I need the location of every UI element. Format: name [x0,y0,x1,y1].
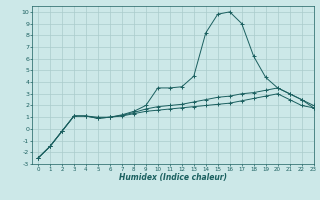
X-axis label: Humidex (Indice chaleur): Humidex (Indice chaleur) [119,173,227,182]
